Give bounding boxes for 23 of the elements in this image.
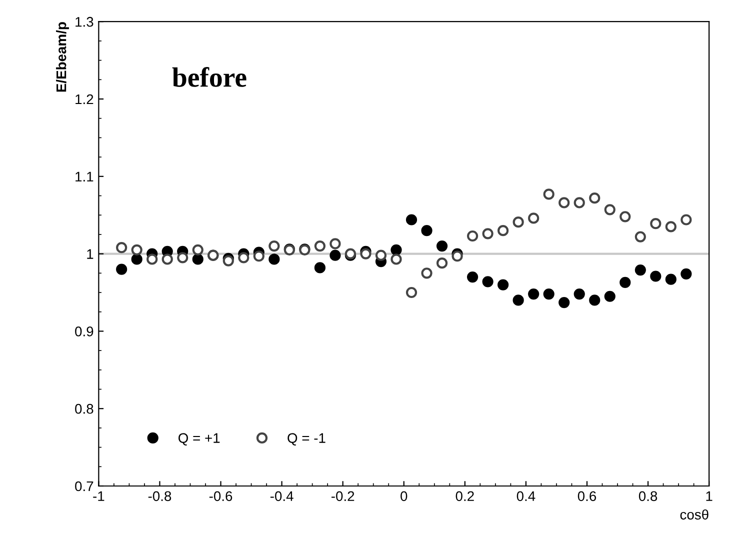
y-tick-label: 1 [87, 249, 94, 259]
y-tick-label: 0.8 [75, 404, 94, 414]
x-tick-label: -1 [93, 491, 104, 501]
x-tick-label: 0.6 [578, 491, 596, 502]
y-tick-label: 0.9 [75, 326, 94, 336]
x-tick-label: -0.4 [270, 491, 294, 502]
legend-label: Q = +1 [178, 433, 220, 446]
x-tick-label: 0.4 [516, 491, 536, 502]
x-axis-title: cosθ [680, 509, 708, 520]
x-tick-label: 1 [706, 491, 712, 501]
x-tick-label: 0.2 [456, 491, 474, 502]
x-tick-label: 0 [400, 491, 408, 502]
x-tick-label: 0.8 [638, 491, 658, 502]
annotation: before [172, 67, 246, 87]
x-tick-label: -0.8 [148, 491, 172, 502]
legend-label: Q = -1 [288, 433, 326, 446]
x-tick-label: -0.2 [331, 491, 354, 502]
x-tick-label: -0.6 [209, 491, 232, 502]
y-tick-label: 1.1 [76, 172, 94, 182]
y-axis-title: E/Ebeam/p [56, 22, 69, 92]
y-tick-label: 1.3 [76, 16, 94, 27]
y-tick-label: 0.7 [75, 481, 94, 492]
y-tick-label: 1.2 [76, 94, 94, 104]
